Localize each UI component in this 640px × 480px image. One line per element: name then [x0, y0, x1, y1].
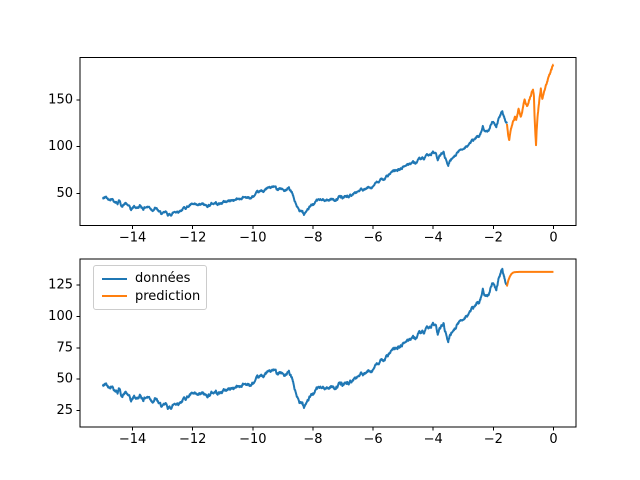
data-line-prediction	[505, 63, 555, 147]
donnees-line-icon	[102, 277, 127, 281]
x-tick-label: −12	[179, 230, 206, 245]
y-tick-label: 25	[56, 403, 73, 418]
y-tick-label: 75	[56, 340, 73, 355]
x-tick-label: −12	[179, 432, 206, 447]
data-line-données	[101, 267, 508, 410]
x-tick-label: −10	[239, 432, 266, 447]
legend-label-donnees: données	[135, 271, 191, 287]
y-tick-label: 50	[56, 186, 73, 201]
x-tick-label: −14	[119, 432, 146, 447]
x-tick-label: −10	[239, 230, 266, 245]
x-tick-label: −4	[424, 432, 443, 447]
y-tick-label: 100	[48, 139, 73, 154]
x-tick-label: −8	[303, 230, 322, 245]
prediction-line-icon	[102, 294, 127, 298]
x-tick-label: 0	[549, 230, 557, 245]
x-tick-label: −4	[424, 230, 443, 245]
legend: données prediction	[93, 265, 207, 310]
data-line-données	[101, 110, 508, 217]
legend-item-prediction: prediction	[102, 288, 201, 304]
x-tick-label: 0	[549, 432, 557, 447]
y-tick-label: 150	[48, 93, 73, 108]
data-line-prediction	[505, 270, 555, 287]
axes-spines-top-panel	[79, 57, 577, 227]
y-tick-label: 100	[48, 309, 73, 324]
x-tick-label: −14	[119, 230, 146, 245]
legend-label-prediction: prediction	[135, 288, 201, 304]
x-tick-label: −2	[484, 230, 503, 245]
x-tick-label: −6	[364, 230, 383, 245]
legend-item-donnees: données	[102, 272, 198, 285]
y-tick-label: 50	[56, 372, 73, 387]
x-tick-label: −2	[484, 432, 503, 447]
x-tick-label: −8	[303, 432, 322, 447]
x-tick-label: −6	[364, 432, 383, 447]
y-tick-label: 125	[48, 278, 73, 293]
axes-spines-bottom-panel	[79, 258, 577, 428]
